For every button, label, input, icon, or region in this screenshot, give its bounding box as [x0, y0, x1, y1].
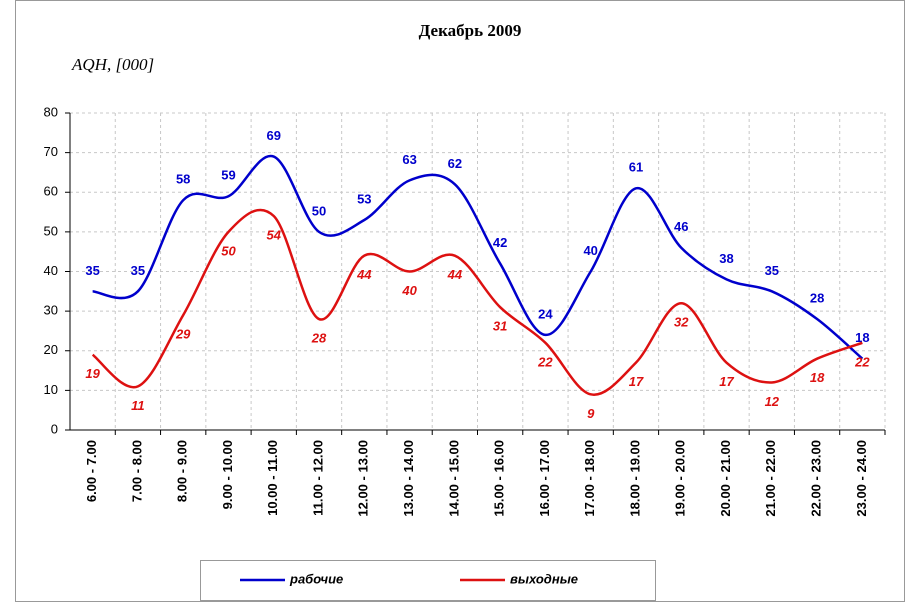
x-tick-label: 15.00 - 16.00 — [492, 440, 507, 517]
data-label: 35 — [131, 263, 145, 278]
y-tick-label: 30 — [44, 303, 58, 318]
x-tick-label: 9.00 - 10.00 — [220, 440, 235, 509]
data-label: 18 — [855, 330, 869, 345]
data-label: 35 — [85, 263, 99, 278]
data-label: 50 — [312, 203, 326, 218]
data-label: 62 — [448, 156, 462, 171]
data-label: 40 — [401, 283, 417, 298]
x-tick-label: 6.00 - 7.00 — [84, 440, 99, 502]
y-tick-label: 10 — [44, 382, 58, 397]
data-label: 12 — [765, 394, 780, 409]
data-label: 19 — [85, 366, 100, 381]
chart-title: Декабрь 2009 — [419, 21, 522, 40]
data-label: 46 — [674, 219, 688, 234]
data-label: 63 — [402, 152, 416, 167]
x-tick-label: 8.00 - 9.00 — [175, 440, 190, 502]
data-label: 24 — [538, 306, 553, 321]
x-tick-label: 13.00 - 14.00 — [401, 440, 416, 517]
x-tick-label: 17.00 - 18.00 — [582, 440, 597, 517]
x-tick-label: 10.00 - 11.00 — [265, 440, 280, 516]
data-label: 9 — [587, 406, 595, 421]
x-tick-label: 14.00 - 15.00 — [446, 440, 461, 517]
x-tick-label: 23.00 - 24.00 — [854, 440, 869, 517]
y-tick-label: 0 — [51, 421, 58, 436]
data-label: 42 — [493, 235, 507, 250]
data-label: 35 — [765, 263, 779, 278]
data-label: 32 — [674, 315, 689, 330]
data-label: 11 — [131, 398, 145, 413]
data-label: 54 — [267, 227, 282, 242]
legend-label: выходные — [510, 571, 578, 586]
data-label: 22 — [854, 354, 870, 369]
x-tick-label: 7.00 - 8.00 — [129, 440, 144, 502]
x-tick-label: 20.00 - 21.00 — [718, 440, 733, 517]
series-line — [92, 154, 864, 360]
data-label: 44 — [356, 267, 372, 282]
data-label: 61 — [629, 160, 643, 175]
data-label: 38 — [719, 251, 733, 266]
x-tick-label: 16.00 - 17.00 — [537, 440, 552, 517]
data-label: 29 — [175, 327, 191, 342]
data-label: 28 — [810, 290, 824, 305]
series-line — [91, 208, 863, 396]
x-tick-label: 22.00 - 23.00 — [809, 440, 824, 517]
chart-frame — [15, 0, 905, 602]
x-tick-label: 19.00 - 20.00 — [673, 440, 688, 517]
data-label: 50 — [221, 243, 236, 258]
data-label: 28 — [311, 330, 327, 345]
x-tick-label: 21.00 - 22.00 — [763, 440, 778, 517]
data-label: 40 — [583, 243, 597, 258]
data-label: 69 — [267, 128, 281, 143]
x-tick-label: 12.00 - 13.00 — [356, 440, 371, 517]
data-label: 18 — [810, 370, 825, 385]
y-tick-label: 20 — [44, 342, 58, 357]
x-tick-label: 11.00 - 12.00 — [310, 440, 325, 516]
data-label: 58 — [176, 172, 190, 187]
data-label: 17 — [719, 374, 734, 389]
y-tick-label: 80 — [44, 104, 58, 119]
data-label: 17 — [629, 374, 644, 389]
data-label: 22 — [537, 354, 553, 369]
data-label: 31 — [493, 319, 507, 334]
y-axis-label: AQH, [000] — [71, 55, 154, 74]
data-label: 44 — [447, 267, 463, 282]
x-tick-label: 18.00 - 19.00 — [627, 440, 642, 517]
data-label: 59 — [221, 168, 235, 183]
y-tick-label: 70 — [44, 144, 58, 159]
legend-label: рабочие — [289, 571, 343, 586]
y-tick-label: 50 — [44, 223, 58, 238]
y-tick-label: 40 — [44, 263, 58, 278]
y-tick-label: 60 — [44, 184, 58, 199]
data-label: 53 — [357, 191, 371, 206]
